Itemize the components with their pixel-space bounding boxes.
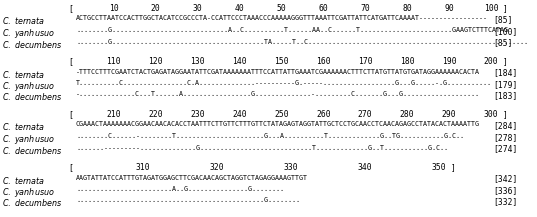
Text: 350: 350 [432, 163, 446, 172]
Text: 300: 300 [484, 110, 498, 119]
Text: [332]: [332] [493, 197, 517, 207]
Text: ........C......-........T......................G...A..........T.............G..T: ........C......-........T...............… [76, 133, 464, 139]
Text: $\it{C.}$ $\it{ternata}$: $\it{C.}$ $\it{ternata}$ [2, 174, 45, 186]
Text: 210: 210 [106, 110, 121, 119]
Text: $\it{C.}$ $\it{decumbens}$: $\it{C.}$ $\it{decumbens}$ [2, 197, 63, 209]
Text: [183]: [183] [493, 92, 517, 100]
Text: 330: 330 [284, 163, 298, 172]
Text: 290: 290 [442, 110, 456, 119]
Text: ........G.............................A..C..........T......AA..C......T.........: ........G.............................A.… [76, 27, 508, 33]
Text: [278]: [278] [493, 133, 517, 142]
Text: ]: ] [503, 110, 507, 119]
Text: -..............C...T......A.................G..............-.........C.......G..: -..............C...T......A.............… [76, 92, 480, 97]
Text: [274]: [274] [493, 145, 517, 153]
Text: ]: ] [503, 4, 507, 13]
Text: 270: 270 [358, 110, 373, 119]
Text: ........G......................................TA.....T..C......................: ........G...............................… [76, 38, 528, 44]
Text: $\it{C.}$ $\it{yanhusuo}$: $\it{C.}$ $\it{yanhusuo}$ [2, 80, 55, 93]
Text: 190: 190 [442, 57, 456, 66]
Text: [336]: [336] [493, 186, 517, 195]
Text: [184]: [184] [493, 69, 517, 77]
Text: $\it{C.}$ $\it{ternata}$: $\it{C.}$ $\it{ternata}$ [2, 15, 45, 26]
Text: $\it{C.}$ $\it{yanhusuo}$: $\it{C.}$ $\it{yanhusuo}$ [2, 27, 55, 40]
Text: 250: 250 [274, 110, 289, 119]
Text: [85]: [85] [493, 38, 512, 48]
Text: $\it{C.}$ $\it{ternata}$: $\it{C.}$ $\it{ternata}$ [2, 69, 45, 79]
Text: 10: 10 [109, 4, 119, 13]
Text: .......---------..............G............................T.............G..T...: .......---------..............G.........… [76, 145, 448, 151]
Text: $\it{C.}$ $\it{yanhusuo}$: $\it{C.}$ $\it{yanhusuo}$ [2, 186, 55, 199]
Text: 130: 130 [190, 57, 205, 66]
Text: $\it{C.}$ $\it{ternata}$: $\it{C.}$ $\it{ternata}$ [2, 122, 45, 133]
Text: ........................A..G...............G........: ........................A..G............… [76, 186, 284, 192]
Text: [: [ [68, 110, 73, 119]
Text: [179]: [179] [493, 80, 517, 89]
Text: ACTGCCTTAATCCACTTGGCTACATCCGCCCTA-CCATTCCCTAAACCCAAAAAGGGTTTAAATTCGATTATTCATGATT: ACTGCCTTAATCCACTTGGCTACATCCGCCCTA-CCATTC… [76, 15, 488, 21]
Text: 230: 230 [190, 110, 205, 119]
Text: 220: 220 [148, 110, 163, 119]
Text: [100]: [100] [493, 27, 517, 36]
Text: 100: 100 [484, 4, 498, 13]
Text: CGAAACTAAAAAAACGGAACAACACACCTAATTTCTTGTTCTTTGTTCTATAGAGTAGGTATTGCTCCTGCAACCTCAAC: CGAAACTAAAAAAACGGAACAACACACCTAATTTCTTGTT… [76, 122, 480, 128]
Text: 110: 110 [106, 57, 121, 66]
Text: 340: 340 [358, 163, 372, 172]
Text: 50: 50 [277, 4, 286, 13]
Text: -TTTCCTTTCGAATCTACTGAGATAGGAATATTCGATAAAAAAATTTCCATTATTGAAATCGAAAAAACTTTCTTATGTT: -TTTCCTTTCGAATCTACTGAGATAGGAATATTCGATAAA… [76, 69, 480, 74]
Text: 40: 40 [235, 4, 244, 13]
Text: 140: 140 [232, 57, 247, 66]
Text: $\it{C.}$ $\it{decumbens}$: $\it{C.}$ $\it{decumbens}$ [2, 92, 63, 102]
Text: [: [ [68, 163, 73, 172]
Text: [: [ [68, 57, 73, 66]
Text: 240: 240 [232, 110, 247, 119]
Text: 260: 260 [316, 110, 331, 119]
Text: 60: 60 [318, 4, 328, 13]
Text: AAGTATTATCCATTTGTAGATGGAGCTTCGACAACAGCTAGGTCTAGAGGAAAGTTGT: AAGTATTATCCATTTGTAGATGGAGCTTCGACAACAGCTA… [76, 174, 308, 181]
Text: 170: 170 [358, 57, 373, 66]
Text: [85]: [85] [493, 15, 512, 25]
Text: [: [ [68, 4, 73, 13]
Text: 70: 70 [360, 4, 370, 13]
Text: $\it{C.}$ $\it{decumbens}$: $\it{C.}$ $\it{decumbens}$ [2, 38, 63, 49]
Text: 200: 200 [484, 57, 498, 66]
Text: 310: 310 [135, 163, 150, 172]
Text: [284]: [284] [493, 122, 517, 130]
Text: 20: 20 [151, 4, 161, 13]
Text: 160: 160 [316, 57, 331, 66]
Text: 80: 80 [402, 4, 412, 13]
Text: 320: 320 [209, 163, 224, 172]
Text: 120: 120 [148, 57, 163, 66]
Text: T..........C................C.A..............----------G.-----..................: T..........C................C.A.........… [76, 80, 492, 86]
Text: ]: ] [451, 163, 455, 172]
Text: 150: 150 [274, 57, 289, 66]
Text: 180: 180 [400, 57, 415, 66]
Text: $\it{C.}$ $\it{decumbens}$: $\it{C.}$ $\it{decumbens}$ [2, 145, 63, 156]
Text: ]: ] [503, 57, 507, 66]
Text: ...............................................G........: ........................................… [76, 197, 300, 204]
Text: 280: 280 [400, 110, 415, 119]
Text: $\it{C.}$ $\it{yanhusuo}$: $\it{C.}$ $\it{yanhusuo}$ [2, 133, 55, 146]
Text: 90: 90 [444, 4, 454, 13]
Text: 30: 30 [193, 4, 202, 13]
Text: [342]: [342] [493, 174, 517, 184]
